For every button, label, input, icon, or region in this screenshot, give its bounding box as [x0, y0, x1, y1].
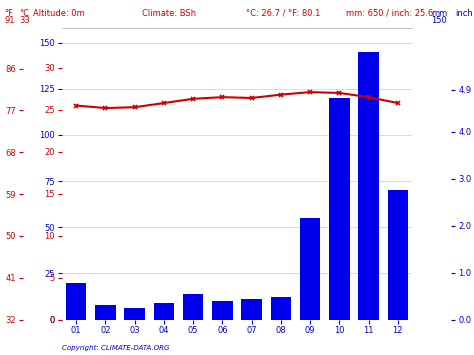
- Text: 91: 91: [5, 16, 15, 25]
- Text: 150: 150: [431, 16, 447, 25]
- Bar: [358, 52, 379, 320]
- Bar: [125, 308, 145, 320]
- Text: °F: °F: [5, 9, 14, 18]
- Text: mm: 650 / inch: 25.6: mm: 650 / inch: 25.6: [346, 9, 433, 18]
- Text: Climate: BSh: Climate: BSh: [142, 9, 196, 18]
- Text: °C: °C: [19, 9, 29, 18]
- Bar: [183, 294, 203, 320]
- Bar: [95, 305, 116, 320]
- Bar: [329, 98, 349, 320]
- Bar: [300, 218, 320, 320]
- Bar: [241, 299, 262, 320]
- Text: inch: inch: [455, 9, 473, 18]
- Bar: [66, 283, 86, 320]
- Text: Altitude: 0m: Altitude: 0m: [33, 9, 85, 18]
- Bar: [271, 297, 291, 320]
- Bar: [388, 190, 408, 320]
- Text: 33: 33: [19, 16, 30, 25]
- Text: Copyright: CLIMATE-DATA.ORG: Copyright: CLIMATE-DATA.ORG: [62, 345, 169, 351]
- Text: °C: 26.7 / °F: 80.1: °C: 26.7 / °F: 80.1: [246, 9, 321, 18]
- Bar: [154, 303, 174, 320]
- Bar: [212, 301, 233, 320]
- Text: mm: mm: [431, 9, 447, 18]
